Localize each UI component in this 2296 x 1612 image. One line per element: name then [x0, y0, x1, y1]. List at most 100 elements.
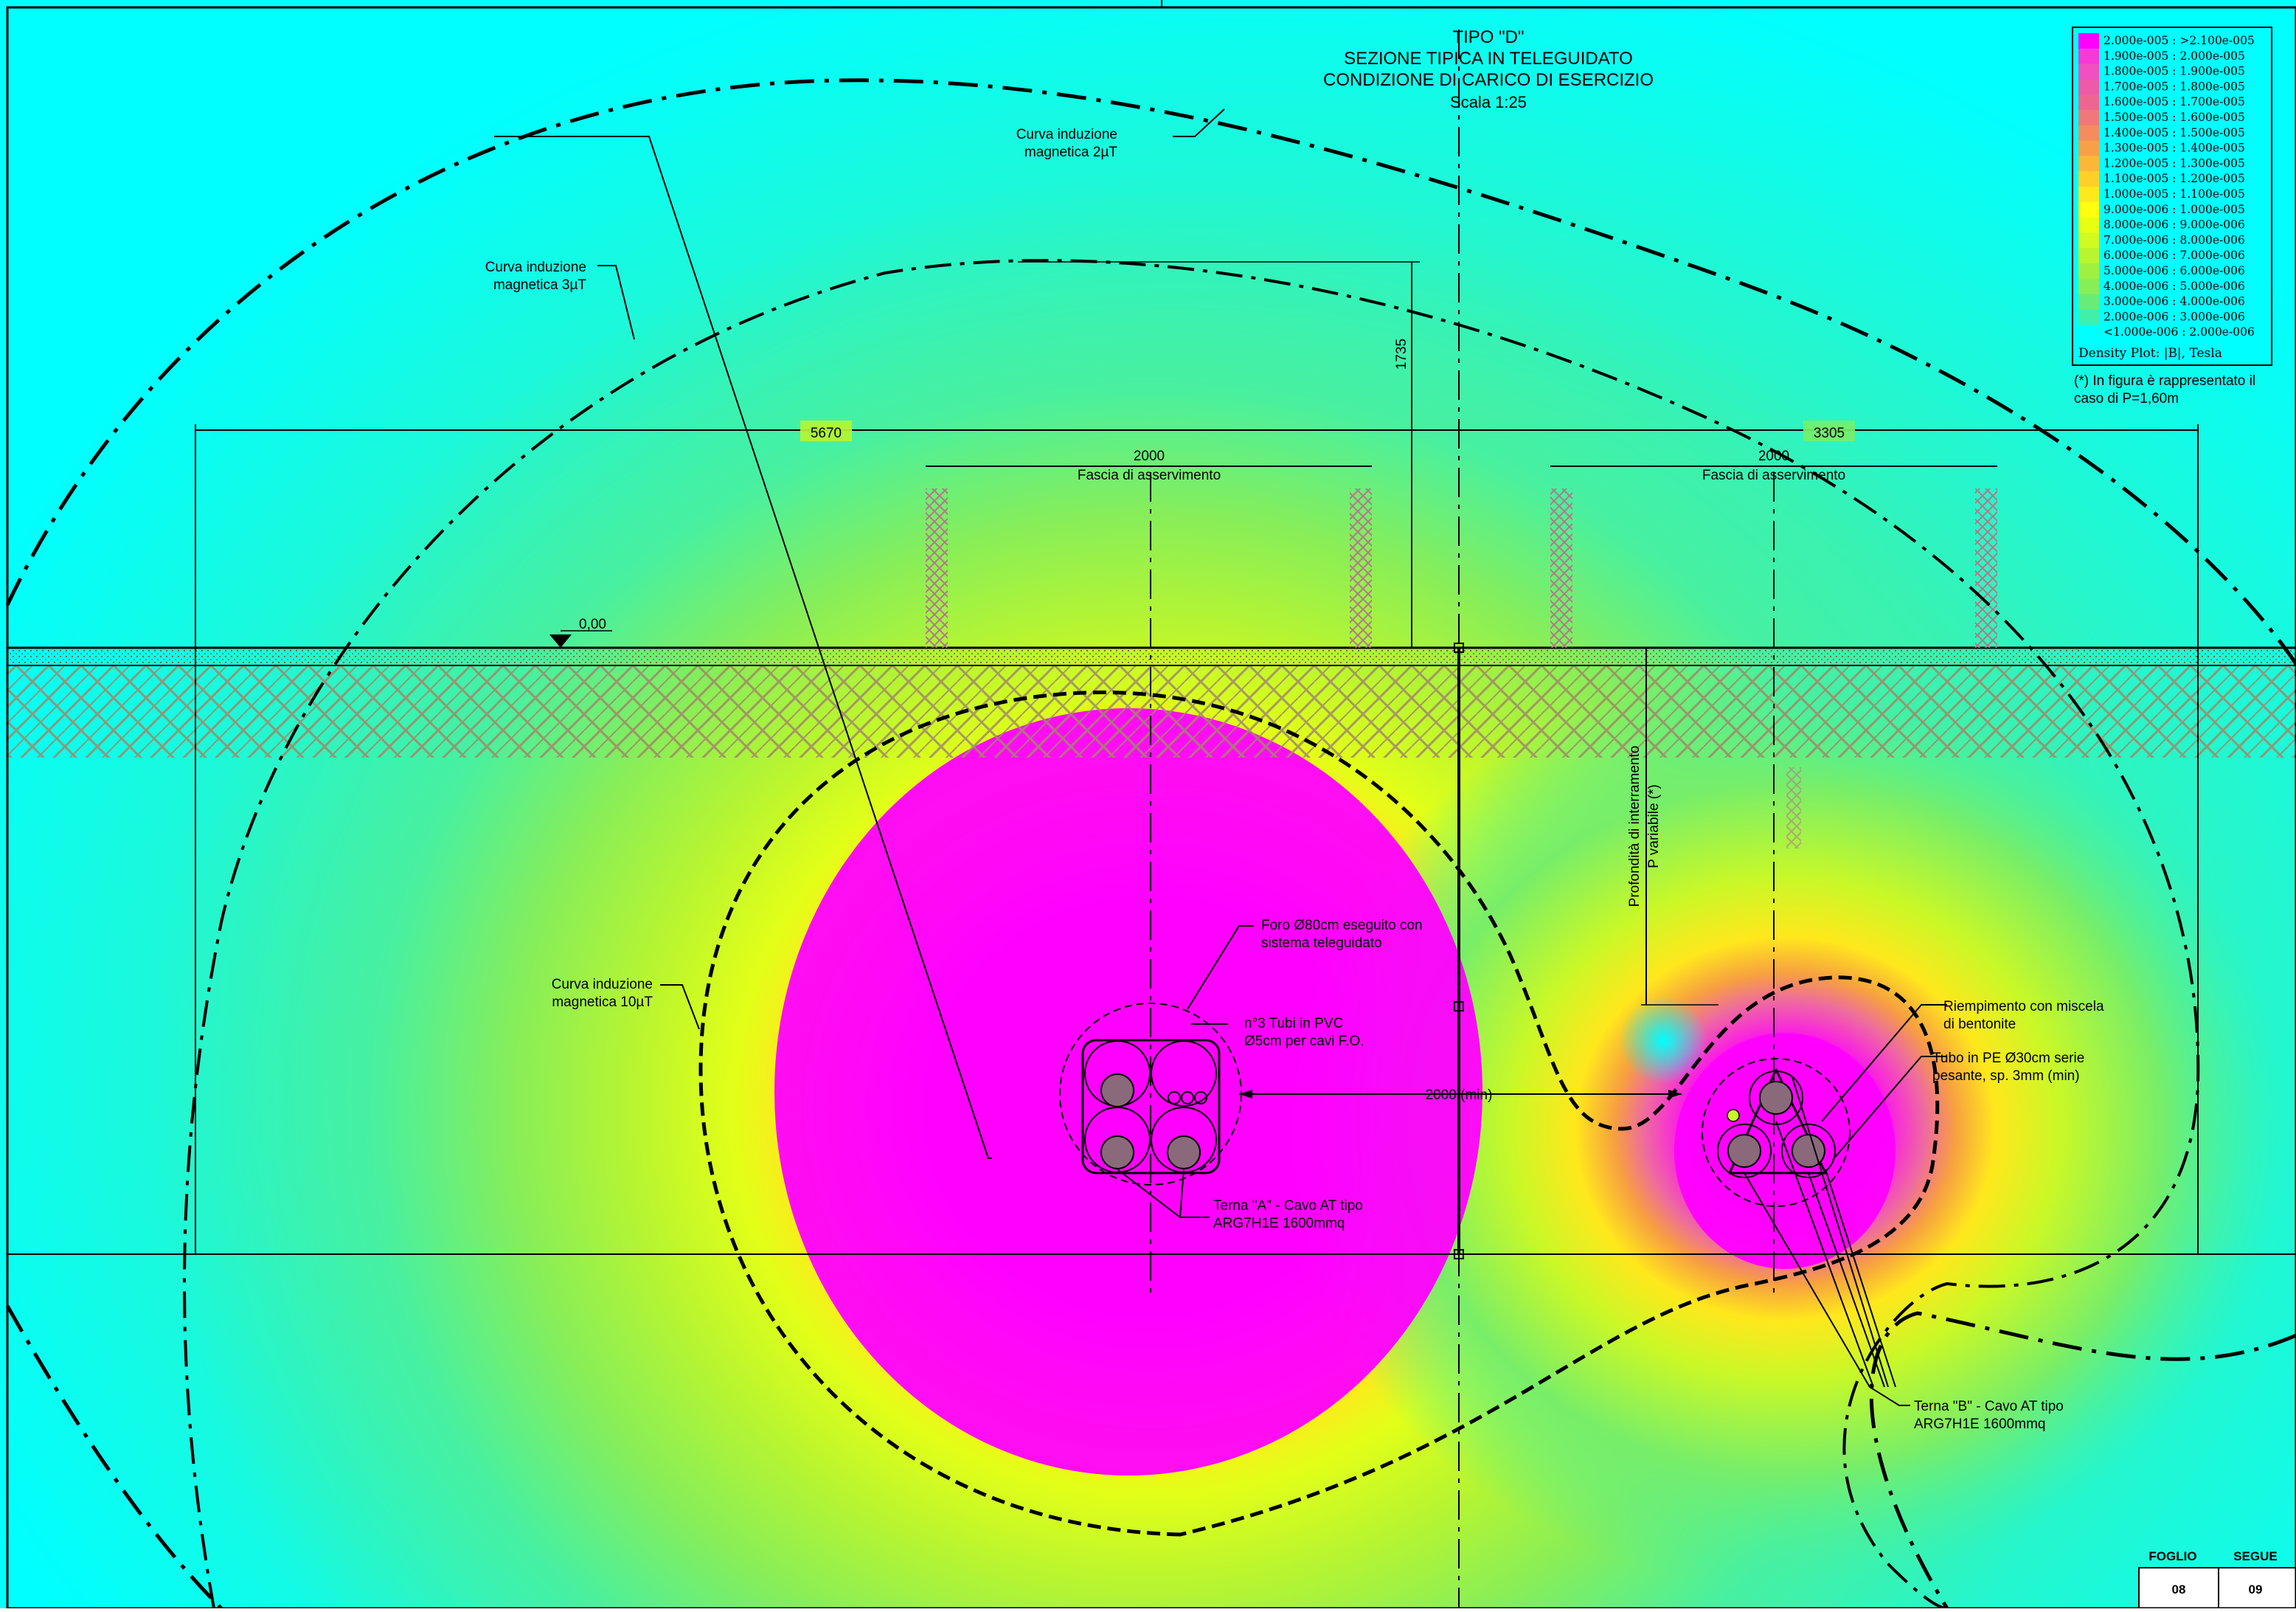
legend-swatch — [2078, 79, 2099, 95]
curve3-label-1: Curva induzione — [485, 260, 586, 275]
legend-swatch — [2078, 33, 2099, 49]
dim-2000min-arrow-left — [1239, 1090, 1252, 1099]
ground-level-marker — [549, 634, 572, 648]
legend-label: 1.600e-005 : 1.700e-005 — [2103, 95, 2245, 108]
density-legend: 2.000e-005 : >2.100e-005 1.900e-005 : 2.0… — [2072, 27, 2272, 366]
post-left-1 — [926, 488, 948, 648]
cables-terna-b — [1717, 1070, 1836, 1178]
legend-swatch — [2078, 217, 2099, 233]
depth-node-mid — [1454, 1001, 1464, 1011]
terna-b-label-1: Terna "B" - Cavo AT tipo — [1914, 1399, 2064, 1414]
legend-swatch — [2078, 171, 2099, 187]
title-line-1: TIPO "D" — [1452, 27, 1524, 47]
legend-label: 1.300e-005 : 1.400e-005 — [2103, 142, 2245, 155]
legend-swatch — [2078, 63, 2099, 80]
legend-swatch — [2078, 201, 2099, 218]
legend-label: 4.000e-006 : 5.000e-006 — [2103, 280, 2245, 293]
fascia-left-label: Fascia di asservimento — [1078, 468, 1221, 483]
post-right-1 — [1550, 488, 1572, 648]
legend-swatch — [2078, 156, 2099, 172]
legend-frame — [2072, 27, 2272, 366]
legend-label: 8.000e-006 : 9.000e-006 — [2103, 218, 2245, 232]
legend-label: 6.000e-006 : 7.000e-006 — [2103, 249, 2245, 262]
depth-node-bottom — [1454, 1249, 1464, 1259]
leader-lines — [494, 108, 1947, 1406]
legend-label: 1.400e-005 : 1.500e-005 — [2103, 126, 2245, 139]
legend-swatch — [2078, 263, 2099, 280]
ground-hatch-layer — [7, 665, 2296, 758]
profondita-label-1: Profondità di interramento — [1627, 746, 1643, 907]
curve2-label-1: Curva induzione — [1016, 127, 1117, 142]
terna-a-label-1: Terna "A" - Cavo AT tipo — [1213, 1198, 1363, 1214]
tubo-pe-label-2: pesante, sp. 3mm (min) — [1932, 1068, 2080, 1084]
legend-label: 9.000e-006 : 1.000e-005 — [2103, 203, 2245, 216]
dim-5670-label: 5670 — [811, 426, 842, 441]
title-line-2: SEZIONE TIPICA IN TELEGUIDATO — [1344, 49, 1633, 69]
legend-swatch — [2078, 232, 2099, 249]
cables-terna-a — [1084, 1040, 1217, 1173]
post-left-2 — [1350, 488, 1372, 648]
sheet-title-block: FOGLIO SEGUE 08 09 — [2138, 1549, 2296, 1609]
core-terna-b — [1674, 1033, 1896, 1269]
legend-label: 3.000e-006 : 4.000e-006 — [2103, 295, 2245, 308]
foro-label-1: Foro Ø80cm eseguito con — [1261, 918, 1423, 933]
dim-3305-label: 3305 — [1814, 426, 1845, 441]
segue-label: SEGUE — [2233, 1549, 2278, 1563]
foglio-label: FOGLIO — [2148, 1549, 2196, 1563]
legend-label: 1.800e-005 : 1.900e-005 — [2103, 65, 2245, 78]
legend-swatch — [2078, 248, 2099, 264]
bore-terna-a — [1059, 1003, 1242, 1186]
legend-label: 1.200e-005 : 1.300e-005 — [2103, 156, 2245, 170]
profondita-label-2: P variabile (*) — [1646, 784, 1662, 868]
post-right-2 — [1975, 488, 1997, 648]
dim-fascia-left-value: 2000 — [1134, 449, 1165, 464]
legend-swatch — [2078, 94, 2099, 111]
tubi-pvc-label-2: Ø5cm per cavi F.O. — [1244, 1034, 1364, 1049]
legend-swatch — [2078, 187, 2099, 203]
legend-label: 5.000e-006 : 6.000e-006 — [2103, 264, 2245, 277]
bore-terna-b — [1702, 1058, 1851, 1207]
dim-2000min-arrow-right — [1668, 1090, 1682, 1099]
title-block-values-cell — [2138, 1567, 2296, 1609]
legend-label: 1.500e-005 : 1.600e-005 — [2103, 111, 2245, 124]
tubi-pvc-label-1: n°3 Tubi in PVC — [1244, 1016, 1343, 1031]
curve-10uT — [698, 691, 1940, 1537]
dim-fascia-right-value: 2000 — [1758, 449, 1789, 464]
legend-swatch — [2078, 110, 2099, 126]
dim-3305-bg — [1803, 421, 1855, 441]
legend-swatch — [2078, 278, 2099, 295]
riempimento-label-2: di bentonite — [1943, 1017, 2016, 1032]
legend-label: 1.900e-005 : 2.000e-005 — [2103, 49, 2245, 63]
note-line-2: caso di P=1,60m — [2074, 391, 2179, 407]
legend-label: 2.000e-006 : 3.000e-006 — [2103, 310, 2245, 323]
legend-swatch — [2078, 294, 2099, 310]
curve10-label-2: magnetica 10µT — [552, 994, 653, 1010]
curve2-label-2: magnetica 2µT — [1024, 145, 1117, 160]
dim-1735-label: 1735 — [1394, 339, 1409, 370]
fascia-right-label: Fascia di asservimento — [1702, 468, 1845, 483]
title-line-3: CONDIZIONE DI CARICO DI ESERCIZIO — [1323, 70, 1654, 90]
curve3-label-2: magnetica 3µT — [493, 277, 586, 293]
post-underground — [1786, 767, 1801, 848]
dim-2000min-label: 2000 (min) — [1426, 1087, 1493, 1103]
curve10-label-1: Curva induzione — [552, 977, 653, 992]
foro-label-2: sistema teleguidato — [1261, 935, 1382, 951]
legend-swatch — [2078, 140, 2099, 156]
conduit-bundle-b — [1728, 1068, 1827, 1175]
legend-swatch — [2078, 125, 2099, 142]
riempimento-label-1: Riempimento con miscela — [1943, 999, 2104, 1014]
legend-swatch — [2078, 325, 2099, 341]
legend-label: 1.000e-005 : 1.100e-005 — [2103, 187, 2245, 201]
depth-node-top — [1454, 643, 1464, 653]
legend-swatch — [2078, 309, 2099, 325]
curve-3uT — [183, 259, 2200, 1610]
legend-swatch — [2078, 48, 2099, 65]
legend-label: 1.700e-005 : 1.800e-005 — [2103, 80, 2245, 93]
terna-a-label-2: ARG7H1E 1600mmq — [1213, 1216, 1345, 1231]
foglio-value: 08 — [2172, 1582, 2186, 1597]
conduit-bundle-a — [1081, 1039, 1221, 1175]
segue-value: 09 — [2249, 1582, 2263, 1597]
ground-surface-layer — [7, 648, 2296, 665]
legend-label: 2.000e-005 : >2.100e-005 — [2103, 34, 2255, 47]
